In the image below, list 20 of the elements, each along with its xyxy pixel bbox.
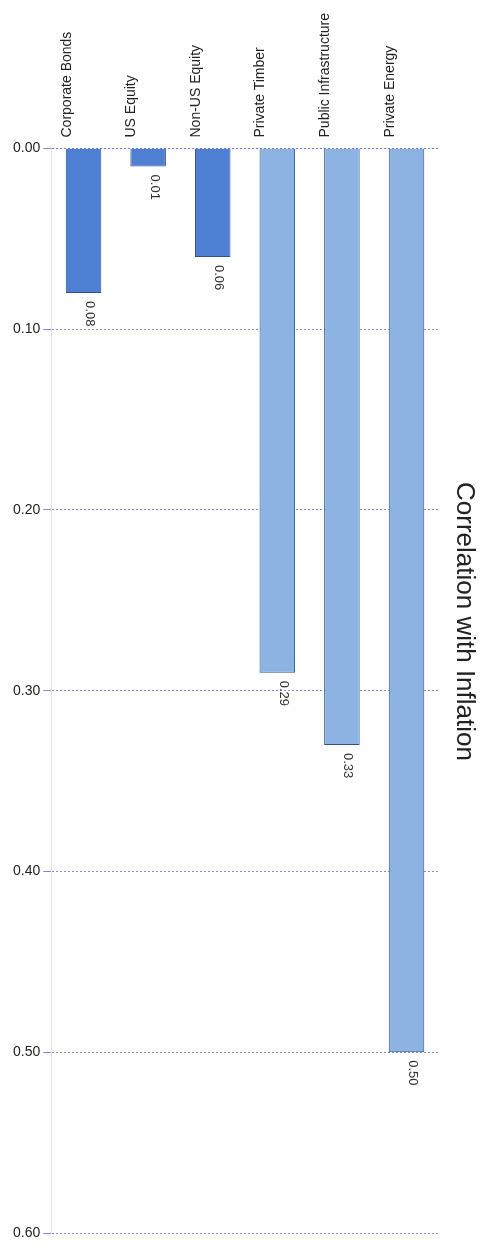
data-label: 0.08 <box>82 301 98 327</box>
y-tick-label: 0.10 <box>13 320 41 337</box>
y-tick-label: 0.20 <box>13 500 41 517</box>
y-tick-label: 0.30 <box>13 681 41 698</box>
data-label: 0.01 <box>147 174 163 200</box>
x-tick-label: Non-US Equity <box>186 44 203 138</box>
y-tick-label: 0.60 <box>13 1223 41 1240</box>
x-tick-label: Public Infrastructure <box>315 12 332 138</box>
y-tick-label: 0.50 <box>13 1043 41 1060</box>
data-label: 0.29 <box>276 680 292 706</box>
data-label: 0.50 <box>405 1060 421 1086</box>
x-tick-label: Corporate Bonds <box>57 31 74 138</box>
x-tick-label: Private Energy <box>380 45 397 138</box>
data-label: 0.06 <box>212 264 228 291</box>
y-tick-label: 0.00 <box>13 139 41 156</box>
x-tick-label: US Equity <box>122 75 139 138</box>
data-label: 0.33 <box>341 752 357 779</box>
x-tick-label: Private Timber <box>251 46 268 138</box>
text: Correlation with Inflation <box>451 482 482 761</box>
y-tick-label: 0.40 <box>13 862 41 879</box>
